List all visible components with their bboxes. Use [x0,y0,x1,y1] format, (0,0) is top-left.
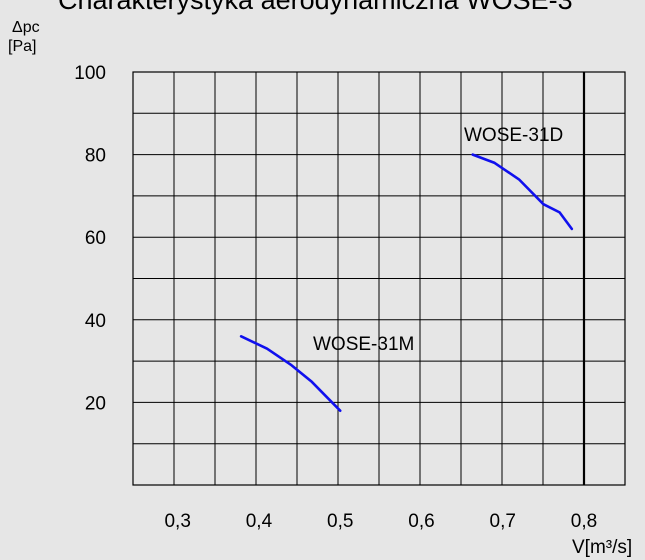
x-axis-label: V[m³/s] [572,537,632,558]
y-axis-label: Δpc [12,19,40,36]
series-line [239,335,342,412]
series-label: WOSE-31D [464,125,563,146]
x-tick-label: 0,5 [327,511,353,532]
series-line [471,153,574,231]
x-tick-label: 0,4 [246,511,273,532]
x-tick-label: 0,8 [571,511,597,532]
chart-title: Charakterystyka aerodynamiczna WOSE-3 [58,0,573,15]
series-lines: WOSE-31M WOSE-31D [239,125,574,412]
y-axis-unit: [Pa] [8,38,36,55]
y-tick-label: 60 [85,228,106,249]
y-tick-label: 20 [85,393,106,414]
x-tick-label: 0,7 [490,511,516,532]
x-tick-label: 0,3 [164,511,190,532]
y-tick-label: 40 [85,311,106,332]
y-tick-label: 100 [74,63,106,84]
y-tick-label: 80 [85,146,106,167]
tick-labels: 20 40 60 80 100 0,3 0,4 0,5 0,6 0,7 0,8 [74,63,597,532]
x-tick-label: 0,6 [408,511,434,532]
series-label: WOSE-31M [313,334,414,355]
plot-grid [132,71,626,486]
